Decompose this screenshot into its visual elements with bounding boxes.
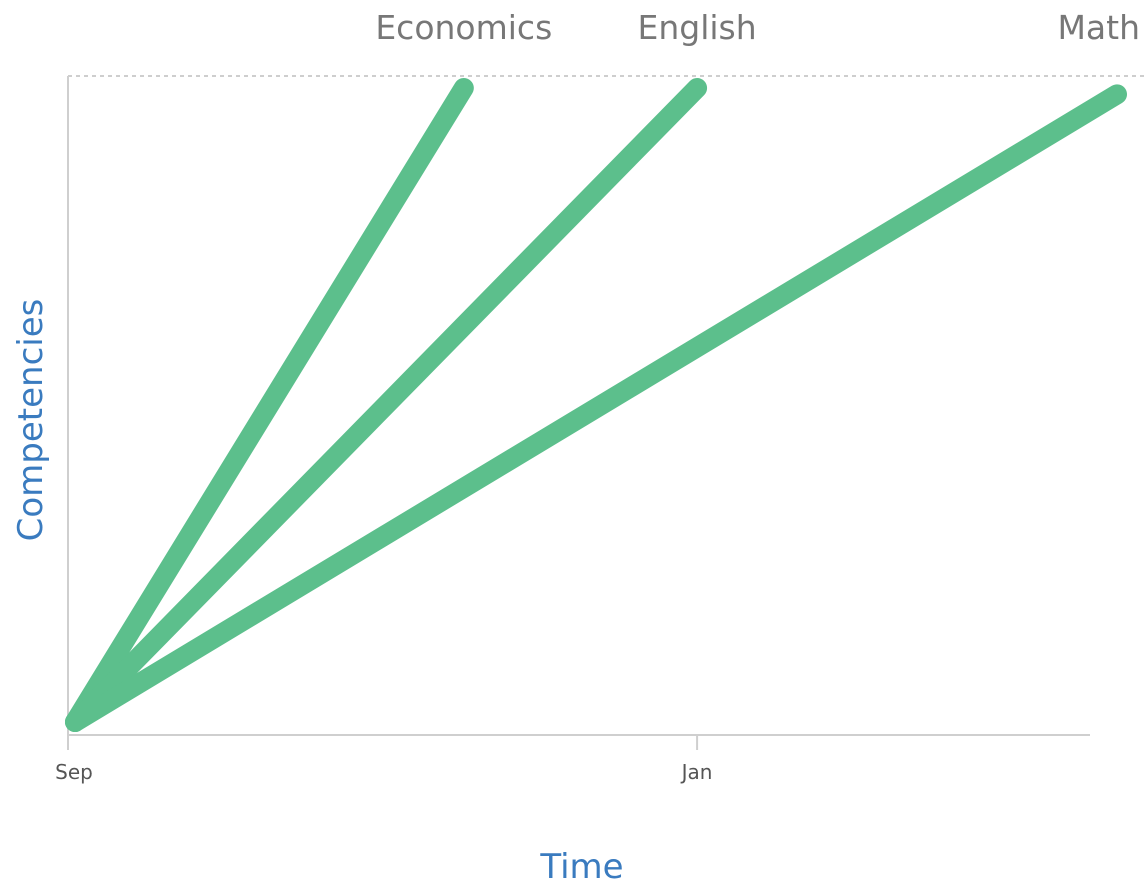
- series-line-economics: [65, 78, 474, 732]
- series-label-english: English: [638, 8, 757, 47]
- series-lines: [65, 78, 1127, 732]
- series-label-math: Math: [1057, 8, 1140, 47]
- series-line-english: [65, 78, 708, 732]
- x-tick-label-jan: Jan: [680, 760, 713, 784]
- series-labels: Economics English Math: [375, 8, 1140, 47]
- series-line-math: [65, 84, 1127, 732]
- x-ticks: Sep Jan: [55, 735, 713, 784]
- y-axis-title: Competencies: [11, 299, 51, 542]
- series-label-economics: Economics: [375, 8, 552, 47]
- x-tick-label-sep: Sep: [55, 760, 93, 784]
- x-axis-title: Time: [539, 847, 623, 887]
